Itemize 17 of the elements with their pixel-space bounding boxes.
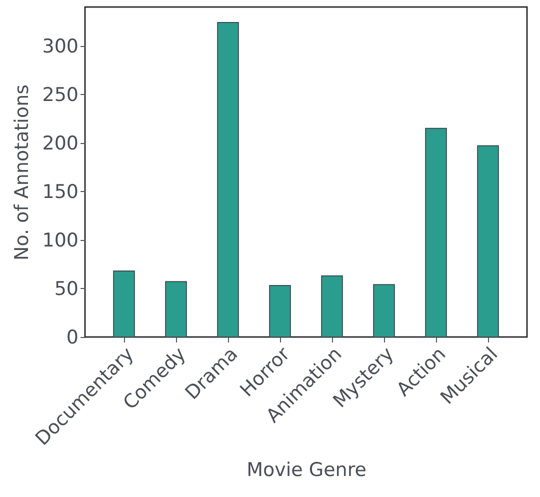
bar — [373, 284, 395, 338]
y-tick-label: 50 — [54, 278, 78, 300]
bar — [425, 128, 447, 338]
y-tick-label: 150 — [42, 180, 78, 203]
x-axis-title: Movie Genre — [246, 459, 366, 482]
y-tick-label: 250 — [42, 84, 78, 106]
bar — [113, 270, 135, 338]
y-axis-title: No. of Annotations — [11, 84, 34, 261]
bar — [269, 285, 291, 338]
bar — [321, 275, 343, 338]
y-tick-label: 200 — [42, 132, 78, 154]
y-tick-label: 300 — [42, 35, 78, 58]
bar — [477, 145, 499, 338]
bar — [165, 281, 187, 338]
y-tick-label: 0 — [66, 326, 78, 348]
y-tick-label: 100 — [42, 229, 78, 252]
bar — [217, 22, 239, 338]
